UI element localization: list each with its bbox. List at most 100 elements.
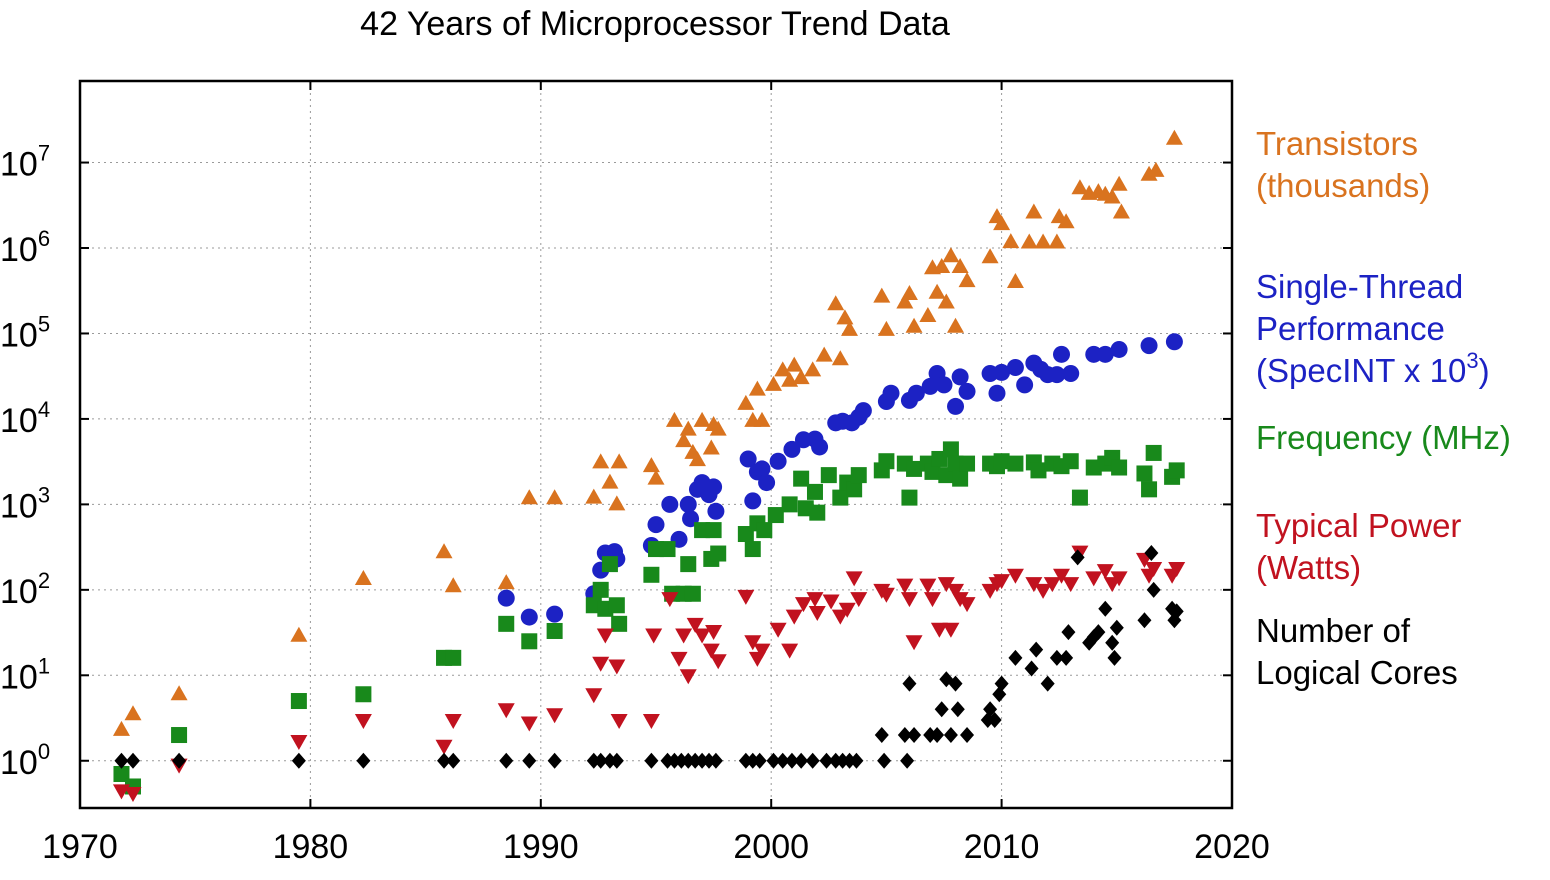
cores-point: [172, 752, 187, 769]
y-tick-base: 10: [0, 487, 38, 525]
frequency-point: [952, 470, 969, 487]
cores-point: [1049, 649, 1064, 666]
cores-point: [897, 727, 912, 744]
legend-label: Performance: [1256, 310, 1445, 347]
x-tick-label: 2010: [964, 828, 1040, 866]
transistors-point: [873, 287, 891, 303]
x-tick-label: 1980: [273, 828, 349, 866]
legend-label-text: ): [1479, 352, 1490, 389]
y-tick-label: 100: [0, 739, 50, 782]
transistors-point: [642, 457, 660, 473]
power-point: [947, 583, 965, 599]
transistors-point: [928, 283, 946, 299]
power-point: [845, 571, 863, 587]
transistors-point: [947, 317, 965, 333]
cores-point: [902, 675, 917, 692]
performance-point: [497, 589, 515, 607]
power-point: [1096, 564, 1114, 580]
power-point: [354, 713, 372, 729]
frequency-point: [1030, 462, 1047, 479]
power-point: [744, 635, 762, 651]
legend: Transistors (thousands) Single-Thread Perfo…: [1256, 125, 1511, 691]
performance-point: [907, 384, 925, 402]
frequency-point: [608, 597, 625, 614]
y-tick-exponent: 2: [38, 568, 50, 593]
legend-label-superscript: 3: [1466, 348, 1478, 373]
cores-point: [766, 752, 781, 769]
transistors-point: [497, 574, 515, 590]
power-point: [596, 628, 614, 644]
transistors-point: [748, 380, 766, 396]
y-tick-label: 104: [0, 397, 50, 440]
cores-point: [1059, 649, 1074, 666]
y-tick-exponent: 1: [38, 653, 50, 678]
frequency-point: [850, 467, 867, 484]
frequency-point: [601, 556, 618, 573]
power-point: [919, 578, 937, 594]
legend-label: (thousands): [1256, 167, 1430, 204]
cores-point: [547, 752, 562, 769]
transistors-point: [827, 295, 845, 311]
x-tick-label: 2000: [733, 828, 809, 866]
transistors-point: [675, 432, 693, 448]
cores-point: [987, 711, 1002, 728]
transistors-point: [709, 420, 727, 436]
y-tick-base: 10: [0, 573, 38, 611]
transistors-point: [290, 626, 308, 642]
power-point: [1062, 577, 1080, 593]
frequency-point: [355, 686, 372, 703]
power-point: [592, 656, 610, 672]
cores-point: [114, 752, 129, 769]
frequency-point: [611, 615, 628, 632]
performance-point: [1048, 366, 1066, 384]
y-tick-label: 107: [0, 141, 50, 184]
power-point: [831, 609, 849, 625]
power-point: [1006, 568, 1024, 584]
cores-point: [1107, 649, 1122, 666]
frequency-point: [832, 489, 849, 506]
transistors-point: [608, 495, 626, 511]
performance-point: [1110, 340, 1128, 358]
power-point: [444, 713, 462, 729]
frequency-point: [1062, 453, 1079, 470]
cores-point: [784, 752, 799, 769]
transistors-point: [792, 369, 810, 385]
cores-point: [992, 686, 1007, 703]
power-point: [702, 643, 720, 659]
transistors-point: [896, 293, 914, 309]
cores-point: [1144, 544, 1159, 561]
frequency-point: [1168, 462, 1185, 479]
performance-point: [769, 452, 787, 470]
frequency-point: [959, 455, 976, 472]
y-tick-base: 10: [0, 231, 38, 269]
power-point: [290, 735, 308, 751]
x-tick-label: 1970: [42, 828, 118, 866]
cores-point: [849, 752, 864, 769]
performance-point: [707, 502, 725, 520]
performance-point: [935, 376, 953, 394]
transistors-point: [1140, 165, 1158, 181]
series-cores: [114, 544, 1184, 769]
performance-point: [811, 438, 829, 456]
power-point: [497, 703, 515, 719]
cores-point: [593, 752, 608, 769]
cores-point: [356, 752, 371, 769]
power-point: [709, 654, 727, 670]
frequency-point: [809, 504, 826, 521]
performance-point: [1096, 345, 1114, 363]
cores-point: [943, 727, 958, 744]
transistors-point: [774, 361, 792, 377]
series-frequency: [113, 441, 1185, 795]
power-point: [958, 597, 976, 613]
transistors-point: [1048, 233, 1066, 249]
transistors-point: [1110, 175, 1128, 191]
power-point: [877, 587, 895, 603]
series-power: [112, 545, 1186, 802]
transistors-point: [877, 320, 895, 336]
power-point: [686, 617, 704, 633]
cores-point: [1169, 603, 1184, 620]
frequency-point: [806, 483, 823, 500]
transistors-point: [951, 257, 969, 273]
cores-point: [805, 752, 820, 769]
frequency-point: [445, 649, 462, 666]
